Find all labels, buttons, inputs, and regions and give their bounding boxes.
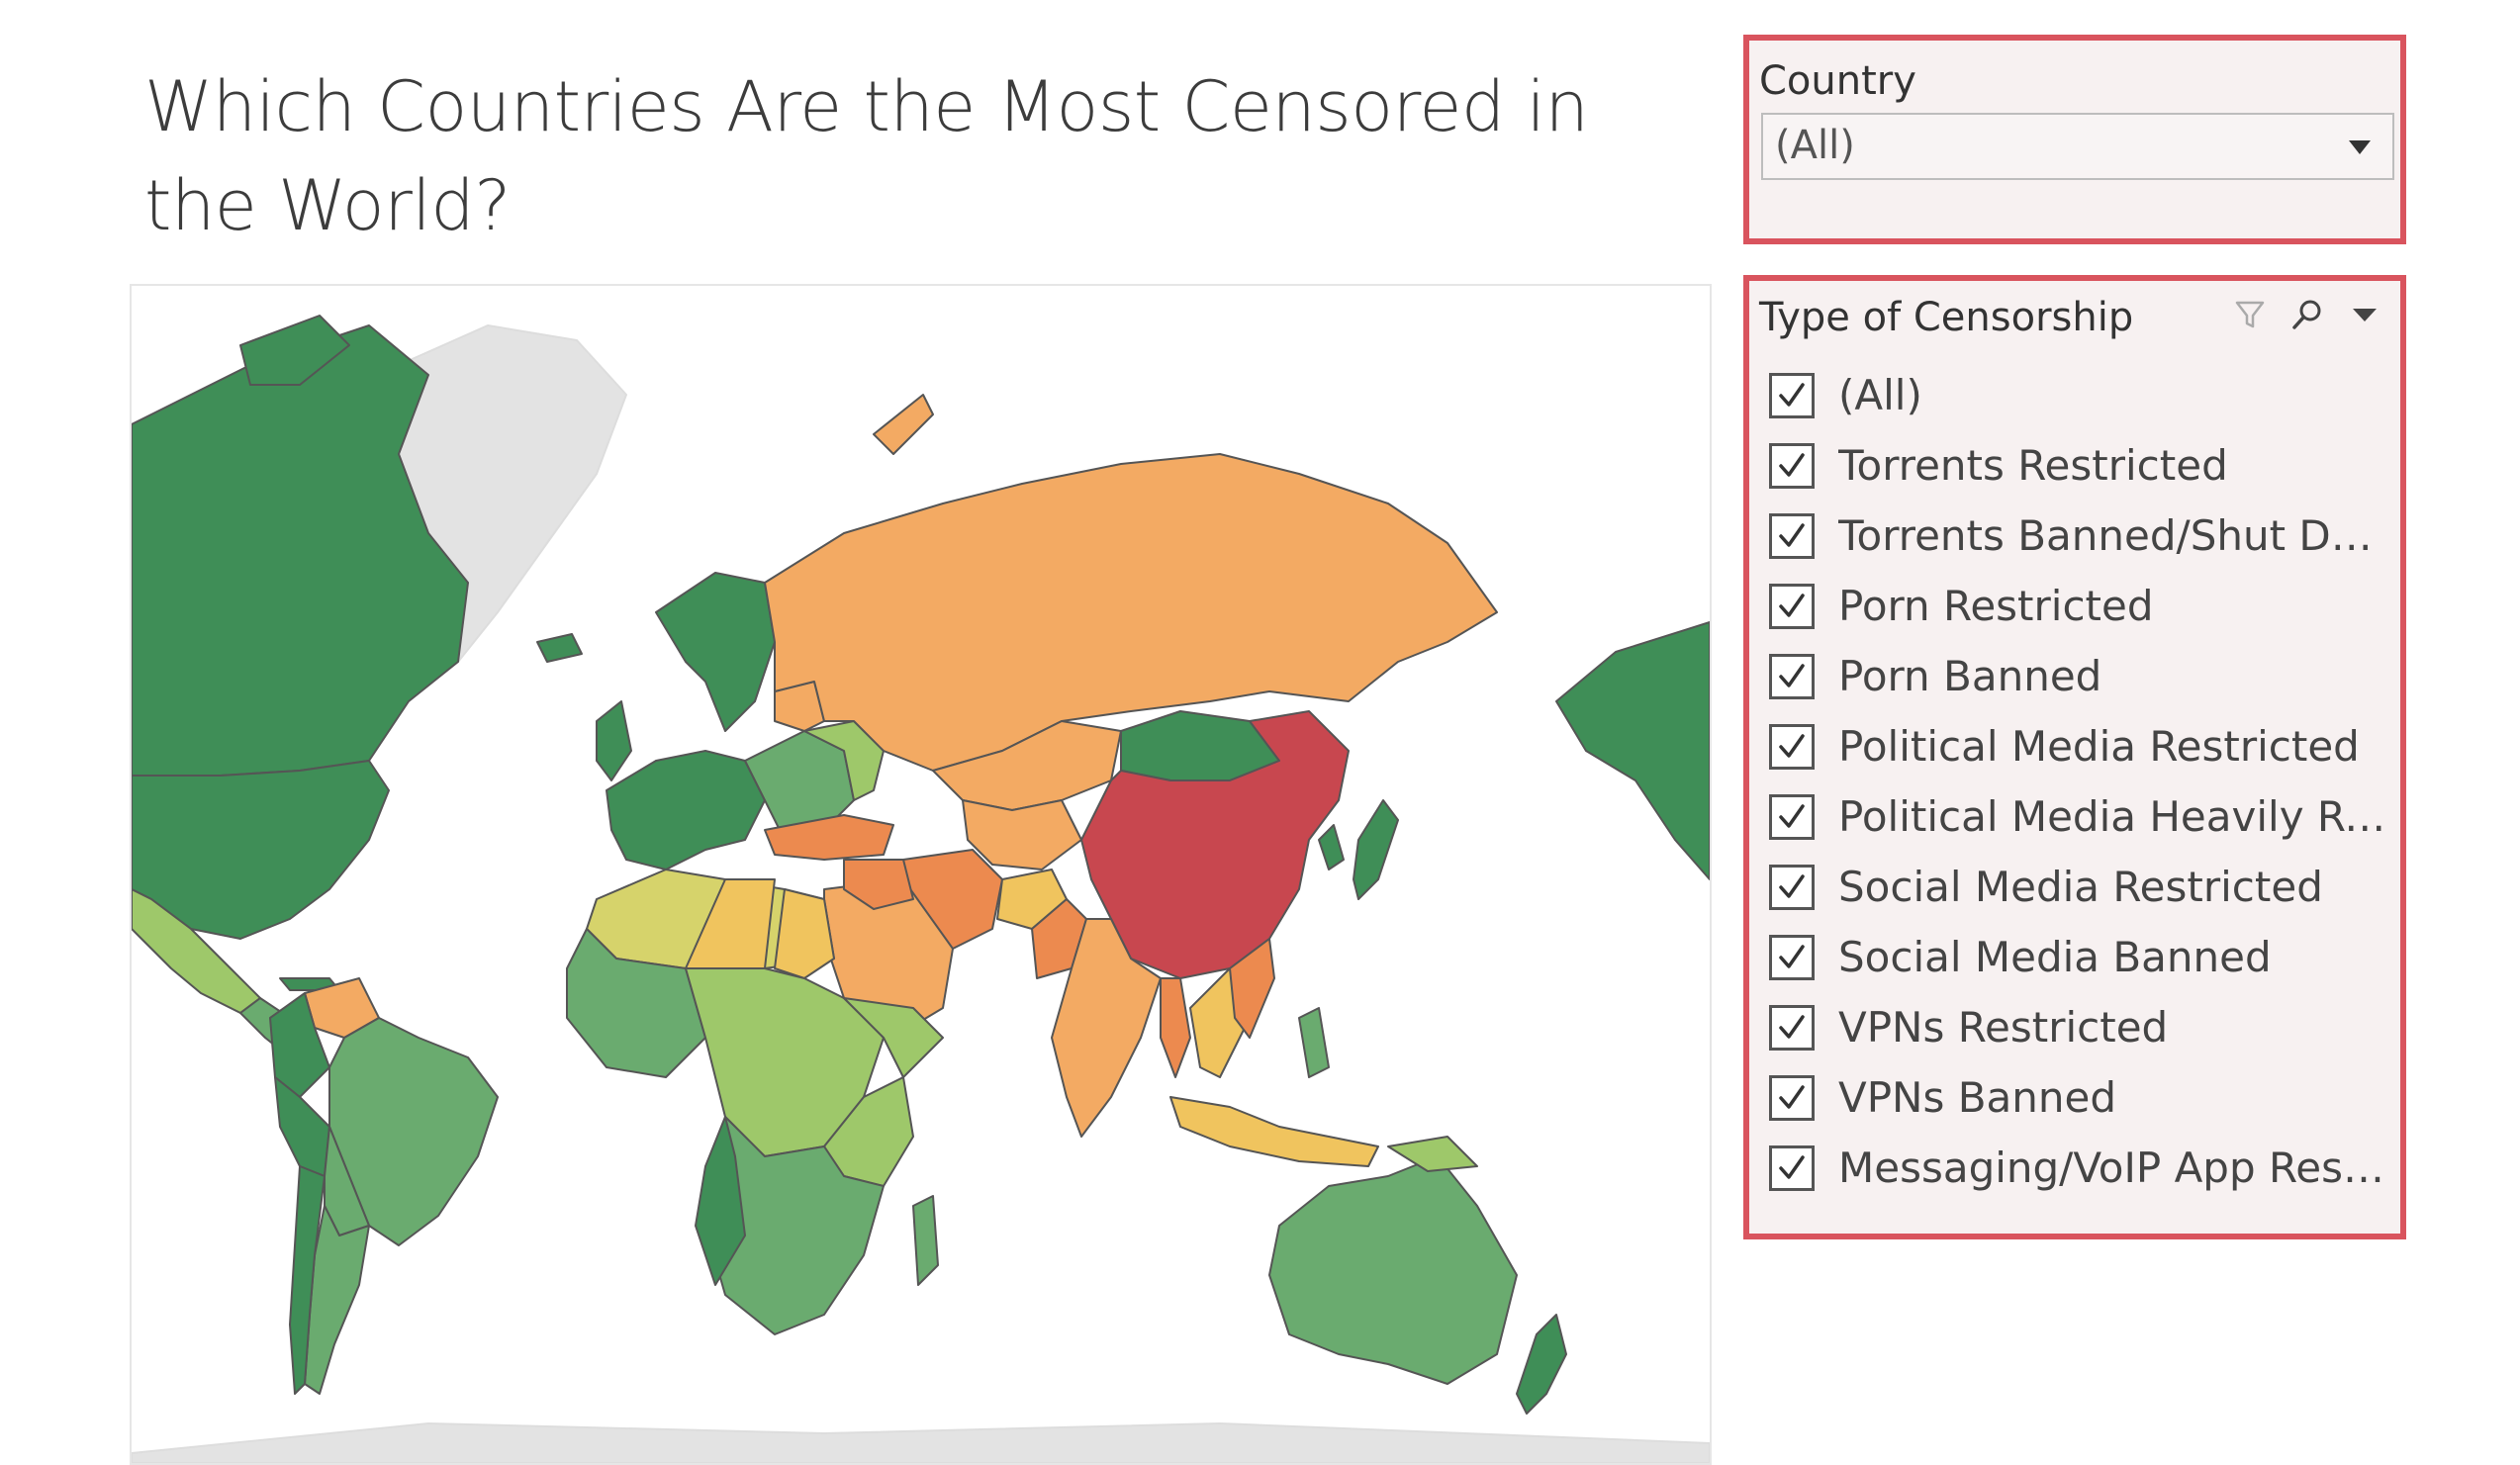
checkbox[interactable] <box>1769 793 1815 840</box>
country-dropdown[interactable]: (All) <box>1761 113 2394 180</box>
checkmark-icon <box>1779 803 1805 828</box>
region-horn-africa[interactable] <box>843 997 944 1078</box>
censorship-option-label: Porn Banned <box>1838 652 2102 700</box>
region-myanmar[interactable] <box>1160 977 1191 1078</box>
censorship-option[interactable]: Political Media Heavily Re... <box>1769 781 2394 852</box>
menu-arrow-icon[interactable] <box>2345 295 2384 334</box>
censorship-option[interactable]: Porn Restricted <box>1769 571 2394 641</box>
censorship-option-label: VPNs Restricted <box>1838 1003 2169 1052</box>
censorship-option[interactable]: Social Media Restricted <box>1769 852 2394 922</box>
censorship-option[interactable]: VPNs Restricted <box>1769 992 2394 1062</box>
censorship-option[interactable]: Political Media Restricted <box>1769 711 2394 781</box>
region-usa[interactable] <box>132 760 390 940</box>
region-vietnam[interactable] <box>1229 938 1275 1039</box>
checkmark-icon <box>1779 663 1805 687</box>
region-iraq[interactable] <box>843 859 914 910</box>
checkbox[interactable] <box>1769 1145 1815 1191</box>
censorship-option[interactable]: VPNs Banned <box>1769 1062 2394 1133</box>
region-central-asia[interactable] <box>962 799 1082 870</box>
checkbox[interactable] <box>1769 1004 1815 1051</box>
checkbox[interactable] <box>1769 372 1815 418</box>
page-title: Which Countries Are the Most Censored in… <box>144 66 1589 246</box>
checkbox[interactable] <box>1769 723 1815 770</box>
censorship-option-label: Messaging/VoIP App Restr... <box>1838 1144 2394 1192</box>
country-filter-panel: Country (All) <box>1743 35 2406 244</box>
region-new-zealand[interactable] <box>1516 1314 1567 1415</box>
region-madagascar[interactable] <box>912 1195 939 1286</box>
chevron-down-icon[interactable] <box>2349 140 2371 154</box>
checkbox[interactable] <box>1769 512 1815 559</box>
censorship-option-label: Political Media Restricted <box>1838 722 2360 771</box>
region-uk[interactable] <box>596 700 632 781</box>
censorship-option[interactable]: Social Media Banned <box>1769 922 2394 992</box>
checkbox[interactable] <box>1769 1074 1815 1121</box>
censorship-option[interactable]: Torrents Restricted <box>1769 430 2394 501</box>
censorship-option-label: Torrents Restricted <box>1838 441 2228 490</box>
censorship-option-label: Political Media Heavily Re... <box>1838 792 2394 841</box>
checkbox[interactable] <box>1769 653 1815 699</box>
censorship-option-label: Social Media Restricted <box>1838 863 2323 911</box>
checkmark-icon <box>1779 1154 1805 1179</box>
checkmark-icon <box>1779 1014 1805 1039</box>
region-turkey[interactable] <box>764 814 894 861</box>
checkbox[interactable] <box>1769 583 1815 629</box>
region-western-europe[interactable] <box>606 750 766 870</box>
checkmark-icon <box>1779 593 1805 617</box>
region-philippines[interactable] <box>1298 1007 1330 1078</box>
censorship-option[interactable]: Porn Banned <box>1769 641 2394 711</box>
choropleth-map[interactable] <box>130 284 1712 1465</box>
region-egypt[interactable] <box>774 888 835 979</box>
region-australia[interactable] <box>1268 1155 1518 1385</box>
censorship-option-label: VPNs Banned <box>1838 1073 2116 1122</box>
world-map-svg[interactable] <box>132 286 1710 1463</box>
region-angola-namibia[interactable] <box>695 1116 746 1286</box>
region-japan[interactable] <box>1353 799 1399 900</box>
region-korea[interactable] <box>1318 824 1345 870</box>
region-chile[interactable] <box>289 1165 326 1395</box>
region-scandinavia[interactable] <box>655 572 776 732</box>
censorship-option[interactable]: (All) <box>1769 360 2394 430</box>
region-alaska[interactable] <box>1555 621 1710 880</box>
checkmark-icon <box>1779 452 1805 477</box>
region-indonesia[interactable] <box>1169 1096 1379 1167</box>
checkmark-icon <box>1779 522 1805 547</box>
censorship-option-label: Porn Restricted <box>1838 582 2154 630</box>
region-india[interactable] <box>1051 918 1162 1138</box>
country-filter-label: Country <box>1759 58 1916 104</box>
region-novaya-zemlya[interactable] <box>873 394 934 455</box>
region-arctic-islands[interactable] <box>239 315 350 386</box>
censorship-option-label: Social Media Banned <box>1838 933 2272 981</box>
search-icon[interactable] <box>2287 295 2327 334</box>
checkbox[interactable] <box>1769 864 1815 910</box>
checkmark-icon <box>1779 873 1805 898</box>
censorship-option[interactable]: Torrents Banned/Shut Down <box>1769 501 2394 571</box>
censorship-filter-panel: Type of Censorship (All) Torrents Restric… <box>1743 275 2406 1239</box>
region-antarctica[interactable] <box>132 1422 1710 1463</box>
checkmark-icon <box>1779 1084 1805 1109</box>
region-west-africa[interactable] <box>566 928 706 1078</box>
censorship-options-list: (All) Torrents Restricted Torrents Banned/… <box>1769 360 2394 1203</box>
checkbox[interactable] <box>1769 934 1815 980</box>
checkbox[interactable] <box>1769 442 1815 489</box>
region-canada[interactable] <box>132 324 469 777</box>
region-iceland[interactable] <box>536 633 583 663</box>
country-dropdown-value: (All) <box>1775 123 1855 168</box>
region-papua[interactable] <box>1387 1136 1478 1172</box>
censorship-option-label: Torrents Banned/Shut Down <box>1838 511 2394 560</box>
censorship-option-label: (All) <box>1838 371 1922 419</box>
region-russia[interactable] <box>764 453 1498 772</box>
checkmark-icon <box>1779 944 1805 968</box>
censorship-option[interactable]: Messaging/VoIP App Restr... <box>1769 1133 2394 1203</box>
filter-icon[interactable] <box>2230 295 2270 334</box>
censorship-filter-label: Type of Censorship <box>1759 295 2134 340</box>
checkmark-icon <box>1779 382 1805 407</box>
checkmark-icon <box>1779 733 1805 758</box>
